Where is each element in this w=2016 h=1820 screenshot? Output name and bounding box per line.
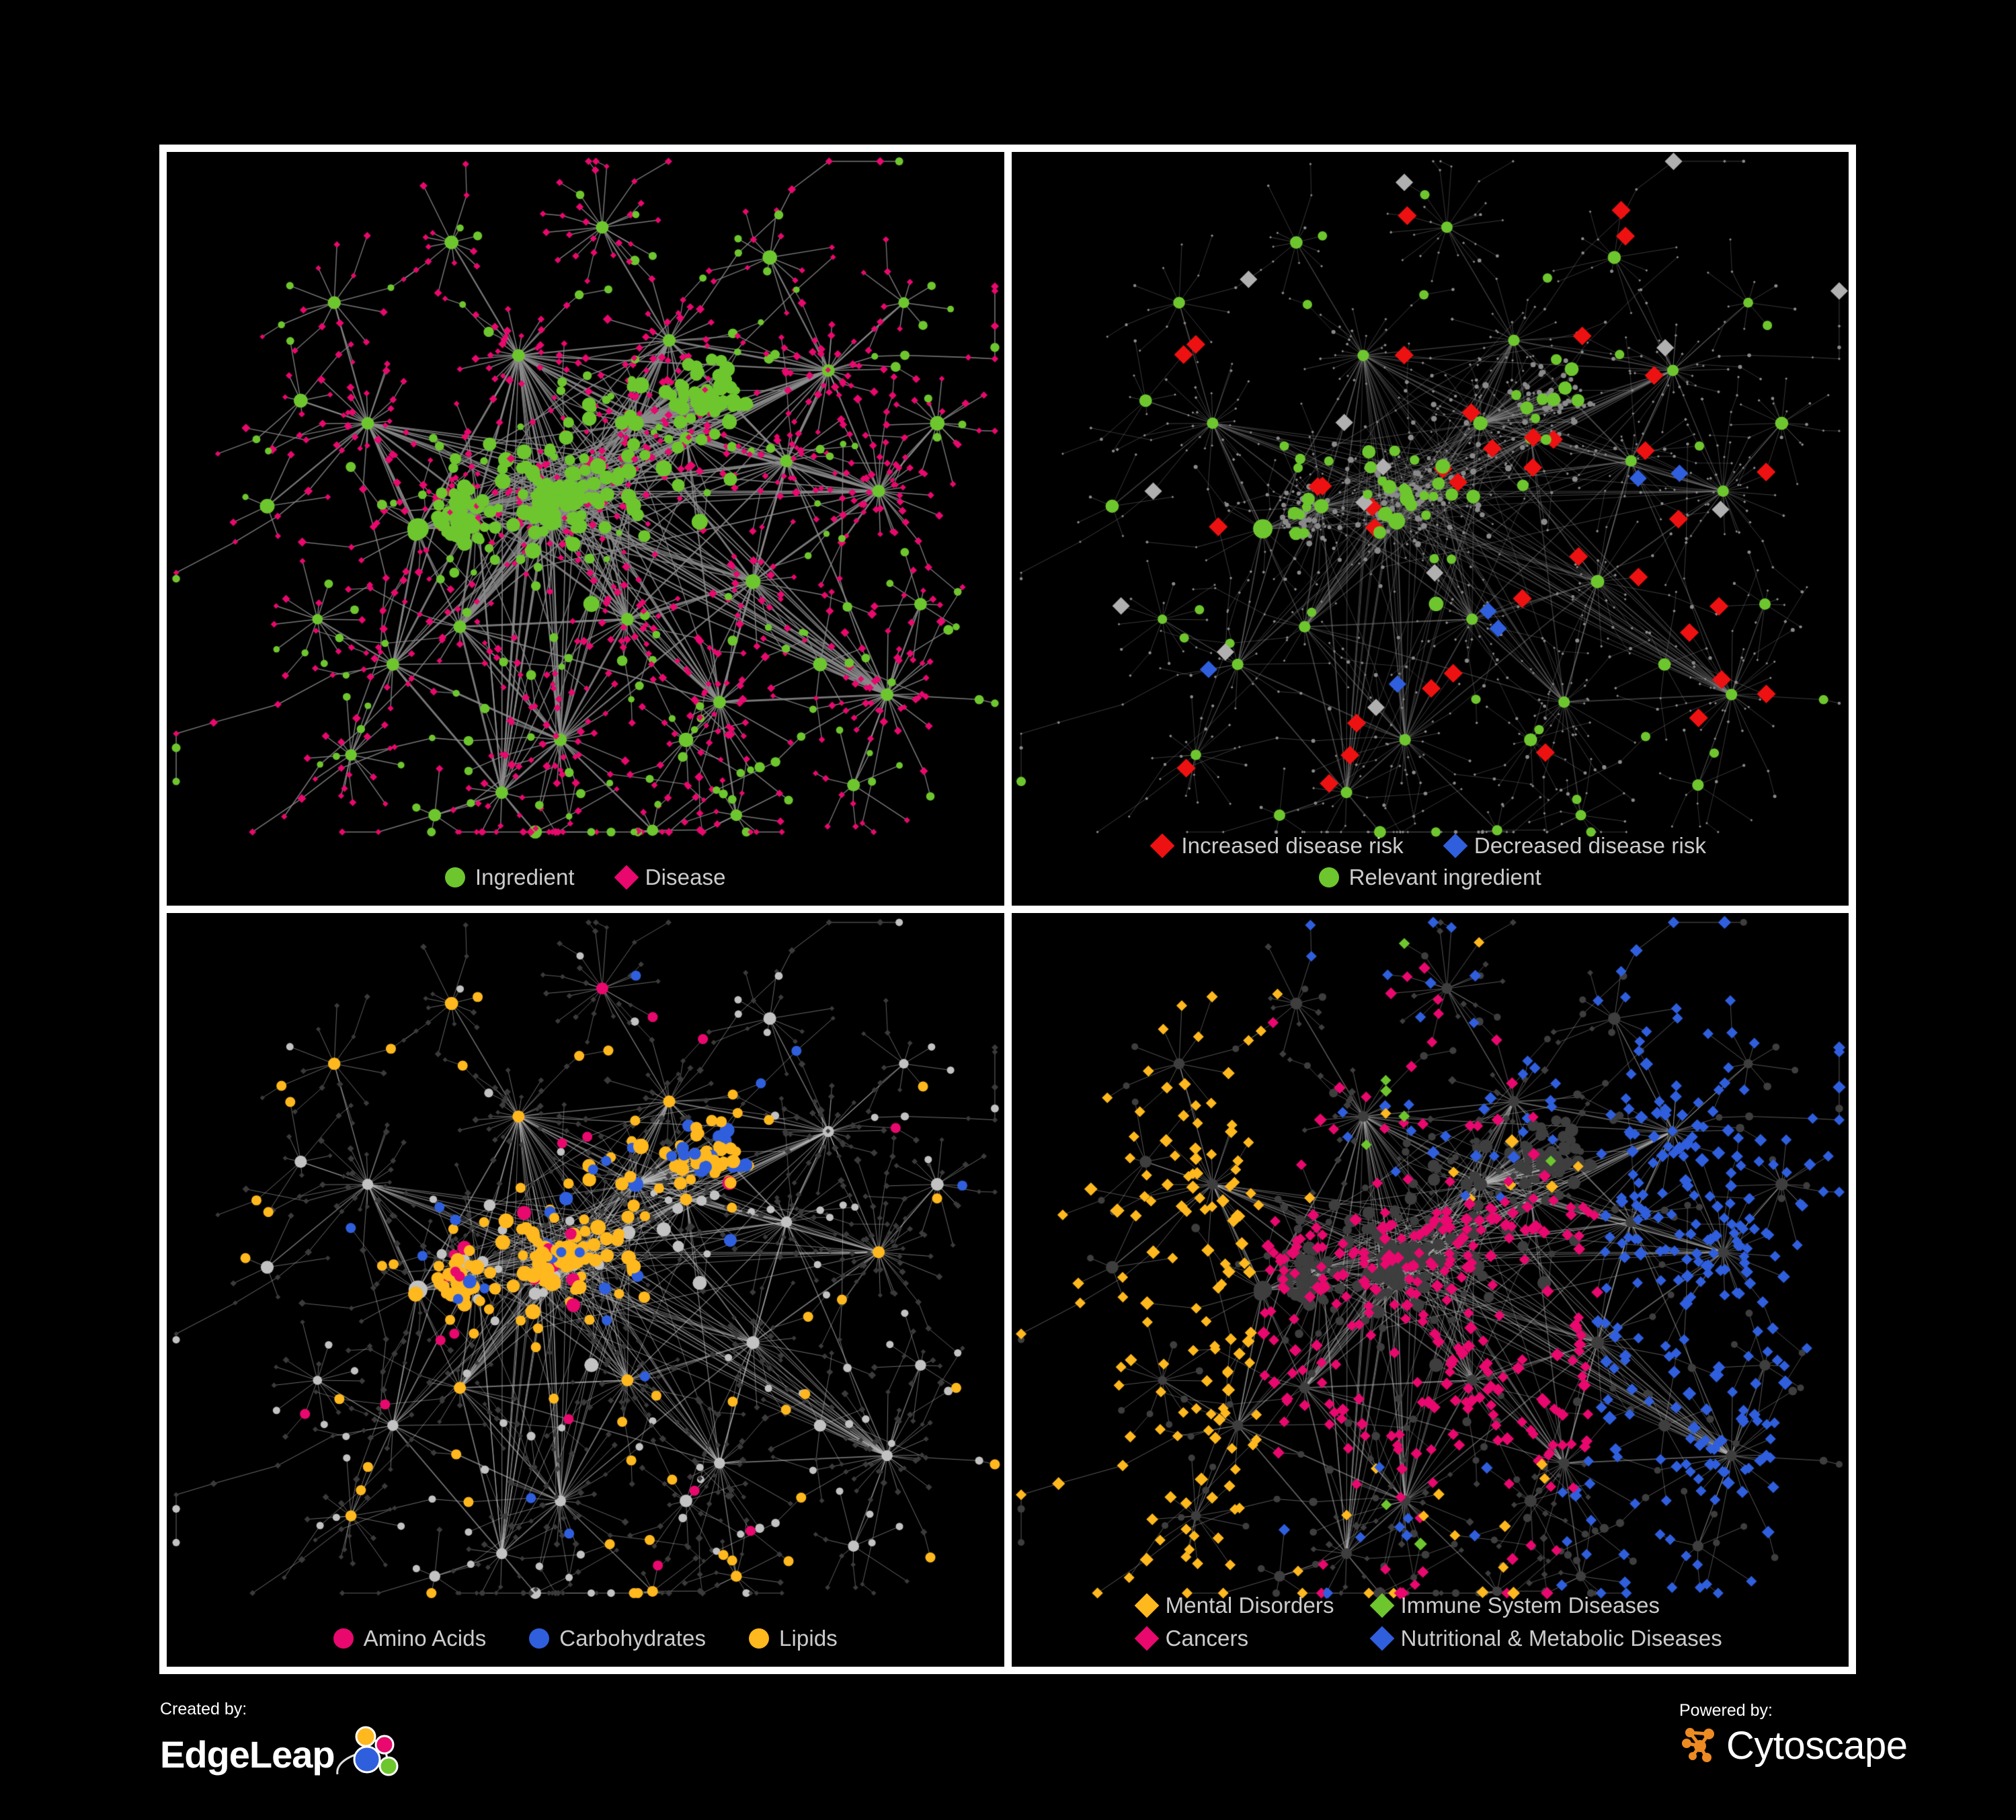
panel-divider-center: [1004, 906, 1012, 913]
powered-by-label: Powered by:: [1679, 1701, 1773, 1720]
panel-divider-vertical-top: [1004, 152, 1012, 906]
edgeleap-brand-name: EdgeLeap: [160, 1733, 335, 1776]
cytoscape-credit: Powered by: Cytoscape: [1679, 1701, 1908, 1768]
edgeleap-credit: Created by: EdgeLeap: [160, 1700, 409, 1787]
network-canvas-4[interactable]: [1011, 913, 1849, 1667]
network-figure-grid: Ingredient Disease Increased disease risk…: [159, 145, 1856, 1674]
network-canvas-2[interactable]: [1011, 152, 1849, 906]
panel-ingredient-class-network[interactable]: Amino Acids Carbohydrates Lipids: [167, 913, 1004, 1667]
panel-divider-horizontal-right: [1011, 906, 1849, 913]
cytoscape-brand-name: Cytoscape: [1726, 1723, 1908, 1768]
edgeleap-graph-icon: [335, 1722, 409, 1787]
panel-ingredient-disease-network[interactable]: Ingredient Disease: [167, 152, 1004, 906]
panel-divider-horizontal-left: [167, 906, 1004, 913]
cytoscape-graph-icon: [1679, 1723, 1721, 1768]
panel-disease-category-network[interactable]: Mental Disorders Immune System Diseases Ca…: [1011, 913, 1849, 1667]
created-by-label: Created by:: [160, 1700, 247, 1718]
panel-disease-risk-network[interactable]: Increased disease risk Decreased disease …: [1011, 152, 1849, 906]
network-canvas-1[interactable]: [167, 152, 1004, 906]
panel-divider-vertical-bottom: [1004, 913, 1012, 1667]
network-canvas-3[interactable]: [167, 913, 1004, 1667]
